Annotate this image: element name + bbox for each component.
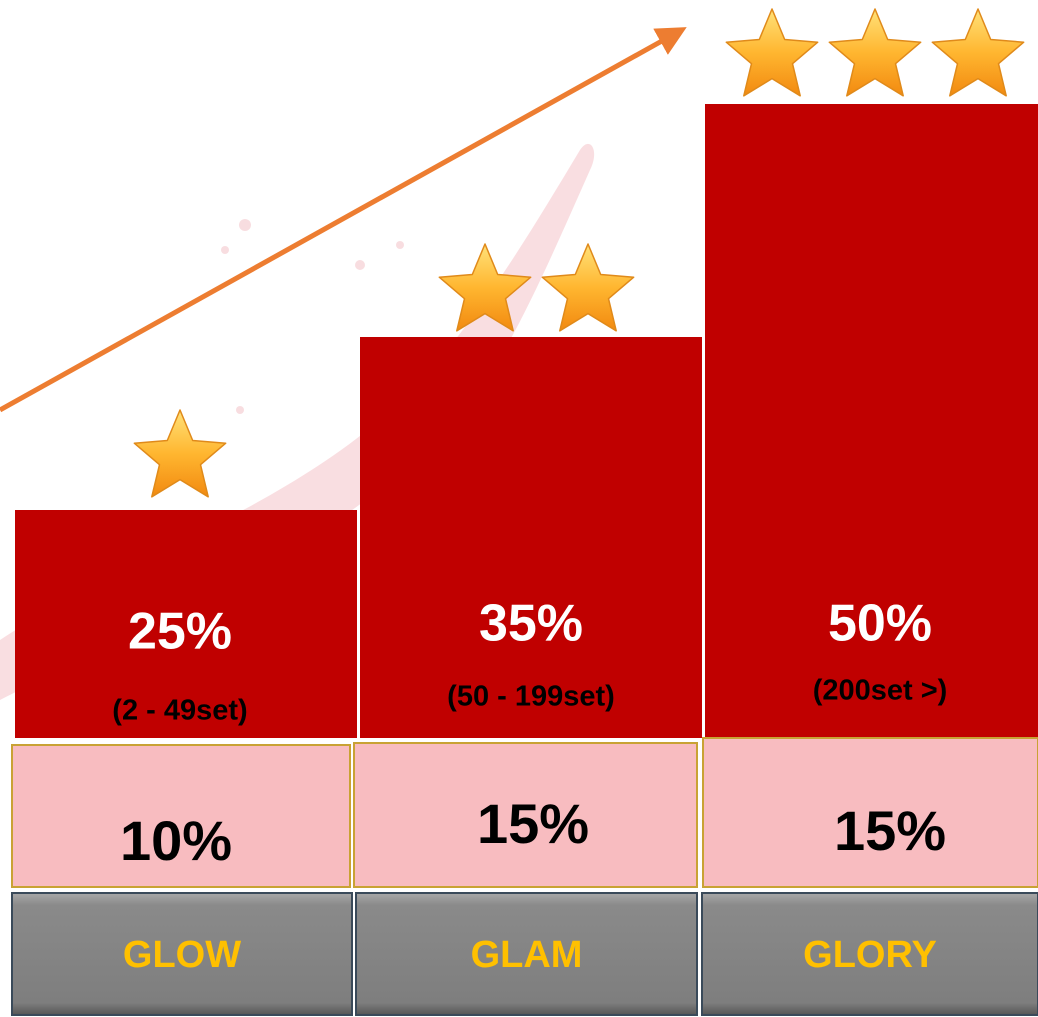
tier-infographic: 25% (2 - 49set) 10% GLOW 35% (50 - 199set) 15%… (0, 0, 1038, 1017)
bonus: 10% (120, 809, 232, 872)
discount: 50% (828, 595, 932, 653)
discount: 25% (128, 603, 232, 661)
quantity-range: (200set >) (813, 675, 948, 707)
tiers: 25% (2 - 49set) 10% GLOW 35% (50 - 199set) 15%… (12, 9, 1038, 1015)
bonus: 15% (834, 799, 946, 862)
quantity-range: (2 - 49set) (112, 695, 247, 727)
tier-name: GLOW (123, 934, 241, 976)
star (134, 410, 225, 497)
bonus: 15% (477, 792, 589, 855)
quantity-range: (50 - 199set) (447, 681, 615, 713)
star (829, 9, 920, 96)
star (932, 9, 1023, 96)
tier-name: GLORY (803, 934, 937, 976)
tier-name: GLAM (471, 934, 583, 976)
discount: 35% (479, 595, 583, 653)
star (726, 9, 817, 96)
star (542, 244, 633, 331)
tier-block (360, 337, 702, 738)
